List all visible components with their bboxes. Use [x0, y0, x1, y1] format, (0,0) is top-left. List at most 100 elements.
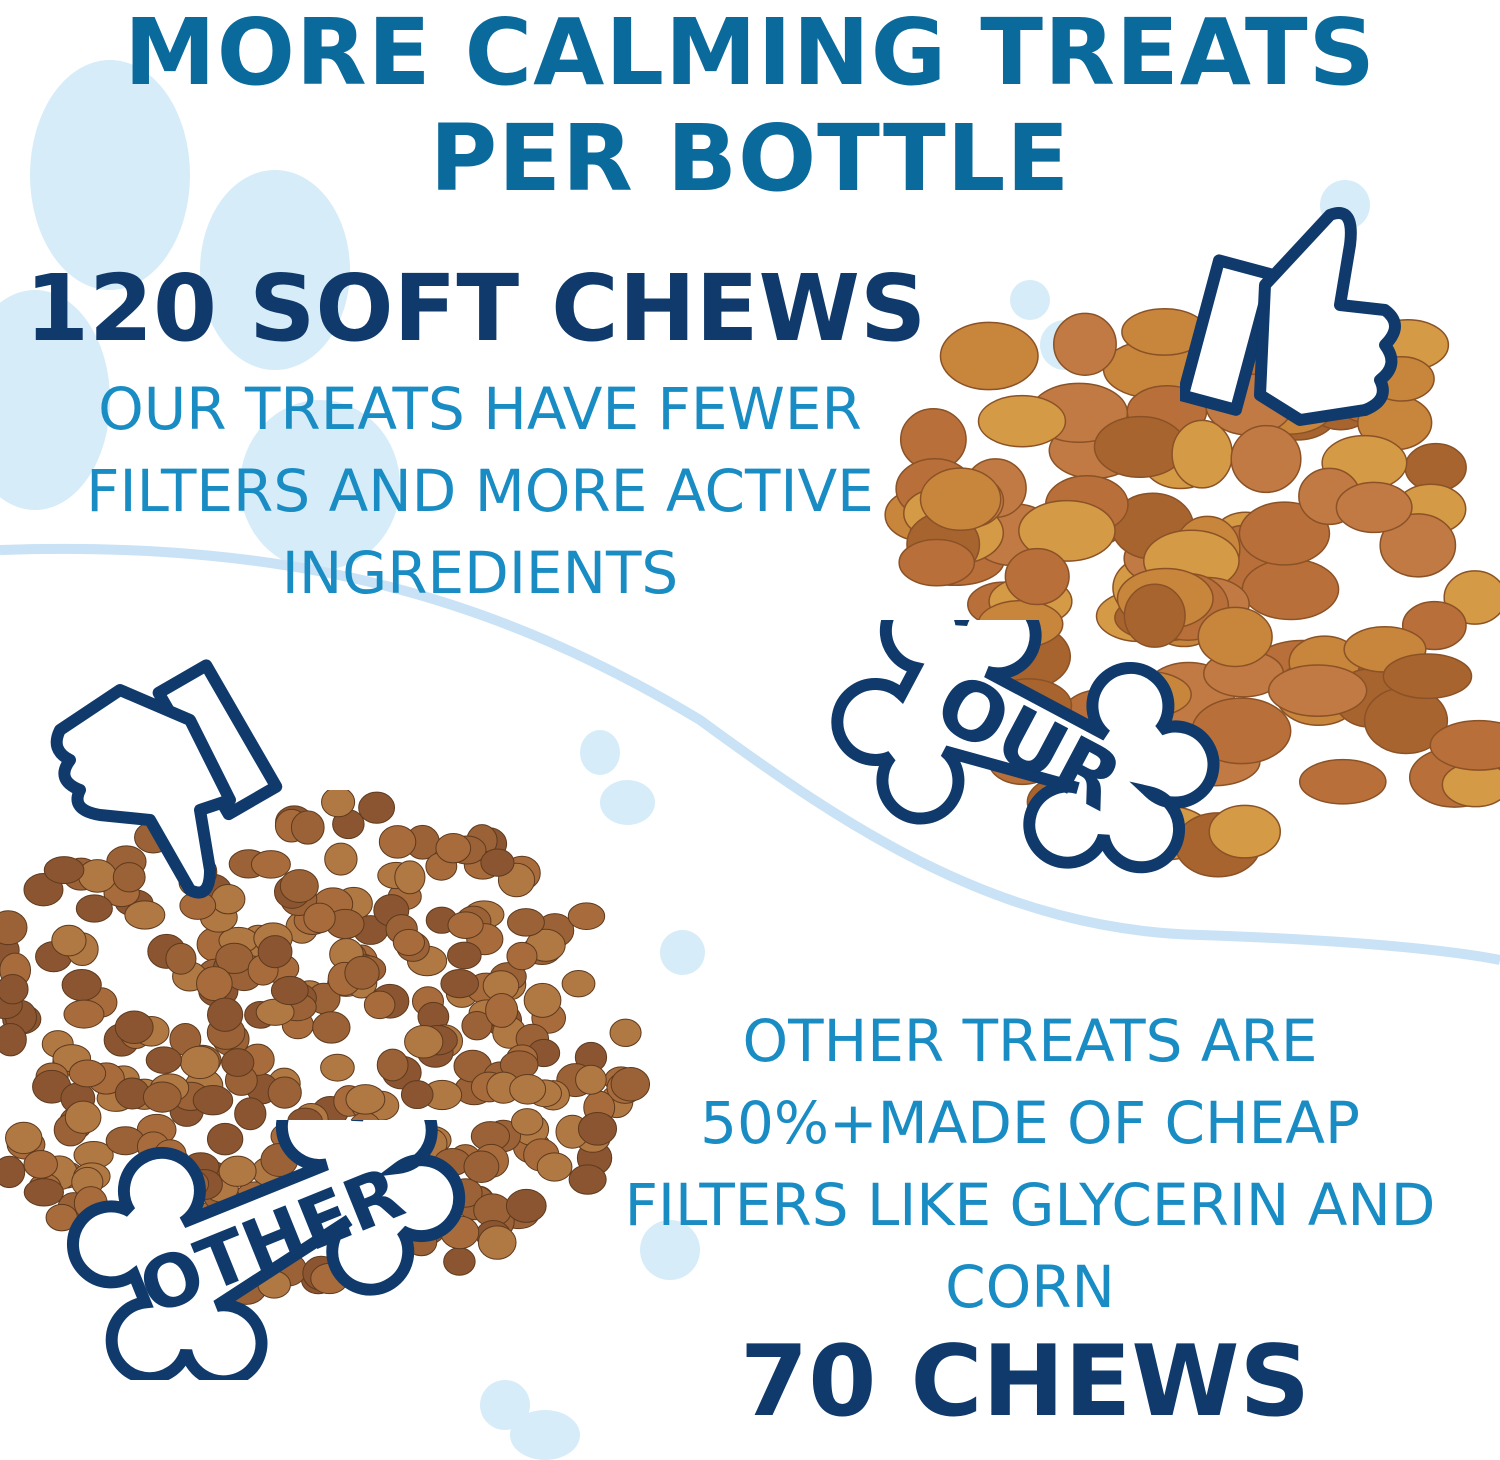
soft-chew	[939, 321, 1039, 391]
kibble-piece	[568, 1164, 607, 1195]
kibble-piece	[523, 982, 562, 1018]
our-description: OUR TREATS HAVE FEWER FILTERS AND MORE A…	[20, 368, 940, 614]
kibble-piece	[358, 791, 396, 824]
our-bone-badge: OUR	[831, 620, 1220, 874]
kibble-piece	[257, 935, 293, 969]
kibble-piece	[221, 1048, 255, 1077]
kibble-piece	[506, 941, 538, 971]
other-bone-badge: OTHER	[67, 1120, 466, 1380]
kibble-piece	[142, 1081, 182, 1113]
kibble-piece	[463, 1150, 500, 1183]
soft-chew	[1429, 719, 1500, 771]
kibble-piece	[218, 1155, 257, 1187]
kibble-piece	[192, 1085, 234, 1116]
kibble-piece	[376, 1048, 409, 1082]
kibble-piece	[0, 1023, 27, 1057]
soft-chew	[1018, 499, 1116, 562]
kibble-piece	[124, 900, 166, 930]
kibble-piece	[567, 902, 606, 931]
kibble-piece	[392, 928, 426, 956]
kibble-piece	[477, 1225, 517, 1260]
kibble-piece	[279, 869, 319, 903]
title-line: MORE CALMING TREATS	[124, 0, 1376, 106]
kibble-piece	[0, 1155, 26, 1189]
kibble-piece	[207, 997, 244, 1032]
kibble-piece	[270, 975, 309, 1006]
kibble-piece	[609, 1018, 642, 1047]
kibble-piece	[404, 1024, 444, 1059]
kibble-piece	[267, 1076, 302, 1109]
kibble-piece	[0, 910, 28, 946]
kibble-piece	[303, 902, 336, 934]
kibble-piece	[75, 894, 113, 923]
soft-chew	[1241, 558, 1340, 621]
kibble-piece	[363, 990, 396, 1020]
soft-chew	[1335, 481, 1413, 534]
kibble-piece	[447, 911, 484, 939]
description-line: INGREDIENTS	[281, 539, 679, 607]
kibble-piece	[196, 966, 233, 1002]
description-line: OTHER TREATS ARE	[742, 1007, 1318, 1075]
kibble-piece	[43, 856, 85, 885]
kibble-piece	[440, 968, 480, 999]
other-kibble-pile	[0, 790, 650, 1305]
soft-chew	[1123, 583, 1186, 648]
soft-chew	[1298, 758, 1387, 805]
kibble-piece	[61, 968, 102, 1002]
kibble-piece	[480, 848, 515, 877]
kibble-piece	[321, 790, 356, 818]
kibble-piece	[0, 973, 29, 1005]
kibble-piece	[509, 1073, 547, 1105]
soft-chew	[1197, 606, 1273, 668]
soft-chew	[1053, 312, 1117, 376]
thumbs-up-icon	[1180, 207, 1401, 426]
kibble-piece	[290, 810, 325, 845]
kibble-piece	[507, 908, 545, 937]
kibble-piece	[180, 1045, 220, 1080]
kibble-piece	[510, 1108, 544, 1136]
kibble-piece	[64, 1100, 102, 1134]
kibble-piece	[324, 842, 358, 876]
kibble-piece	[5, 1121, 43, 1155]
kibble-piece	[51, 924, 87, 957]
soft-chew	[919, 467, 1002, 532]
kibble-piece	[575, 1064, 607, 1095]
soft-chew	[1238, 501, 1331, 566]
kibble-piece	[461, 1011, 493, 1041]
kibble-piece	[435, 832, 472, 864]
description-line: 50%+MADE OF CHEAP	[700, 1089, 1360, 1157]
soft-chew	[1208, 804, 1282, 859]
kibble-piece	[320, 1053, 355, 1082]
description-line: OUR TREATS HAVE FEWER	[98, 375, 862, 443]
description-line: FILTERS LIKE GLYCERIN AND	[624, 1171, 1436, 1239]
description-line: CORN	[945, 1253, 1115, 1321]
soft-chew	[1004, 547, 1070, 606]
kibble-piece	[206, 1122, 244, 1156]
kibble-piece	[23, 1149, 58, 1179]
description-line: FILTERS AND MORE ACTIVE	[86, 457, 874, 525]
kibble-piece	[378, 825, 417, 859]
kibble-piece	[250, 850, 291, 879]
kibble-piece	[312, 1011, 351, 1044]
kibble-piece	[145, 1046, 182, 1074]
kibble-piece	[112, 862, 146, 893]
page-title: MORE CALMING TREATS PER BOTTLE	[0, 0, 1500, 212]
soft-chew	[1230, 424, 1302, 494]
kibble-piece	[114, 1010, 154, 1045]
soft-chew	[1382, 653, 1473, 700]
kibble-piece	[345, 1084, 386, 1115]
kibble-piece	[536, 1152, 573, 1182]
soft-chew	[977, 394, 1067, 448]
soft-chew	[898, 538, 976, 587]
kibble-piece	[23, 1178, 64, 1207]
kibble-piece	[394, 860, 426, 895]
kibble-piece	[344, 955, 380, 990]
kibble-piece	[505, 1188, 547, 1223]
kibble-piece	[610, 1067, 650, 1102]
title-line: PER BOTTLE	[429, 105, 1071, 212]
kibble-piece	[165, 942, 197, 975]
kibble-piece	[447, 941, 482, 970]
other-description: OTHER TREATS ARE 50%+MADE OF CHEAP FILTE…	[560, 1000, 1500, 1328]
soft-chew	[1379, 513, 1457, 578]
